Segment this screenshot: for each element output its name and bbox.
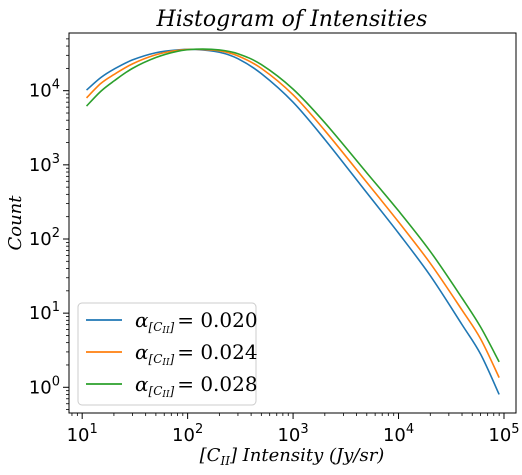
y-axis-label: Count [5,195,26,251]
y-minor-ticks [66,38,69,411]
chart-title: Histogram of Intensities [156,7,428,32]
x-axis-ticks: 101 102 103 104 105 [67,413,520,446]
legend-entry: α[CII] = 0.024 [135,340,258,368]
legend-frame [77,302,257,406]
x-tick-label: 102 [172,422,203,446]
y-axis-ticks: 100 101 102 103 104 [29,78,69,398]
y-tick-label: 102 [29,226,60,250]
series-line-2 [85,48,500,363]
legend-entry: α[CII] = 0.020 [135,308,258,336]
series-line-1 [85,48,500,378]
legend-entry: α[CII] = 0.028 [135,372,258,400]
x-tick-label: 101 [67,422,98,446]
x-tick-label: 105 [488,422,519,446]
y-tick-label: 104 [29,78,60,102]
series-line-0 [86,48,500,395]
x-axis-label: [CII] Intensity (Jy/sr) [200,445,385,468]
x-tick-label: 103 [277,422,308,446]
legend: α[CII] = 0.020 α[CII] = 0.024 α[CII] = 0.028 [77,302,258,406]
y-tick-label: 100 [29,374,60,398]
y-tick-label: 101 [29,300,60,324]
y-tick-label: 103 [29,152,60,176]
x-minor-ticks [71,413,500,416]
series-lines [85,48,500,395]
x-tick-label: 104 [383,422,414,446]
plot-area [68,32,517,414]
